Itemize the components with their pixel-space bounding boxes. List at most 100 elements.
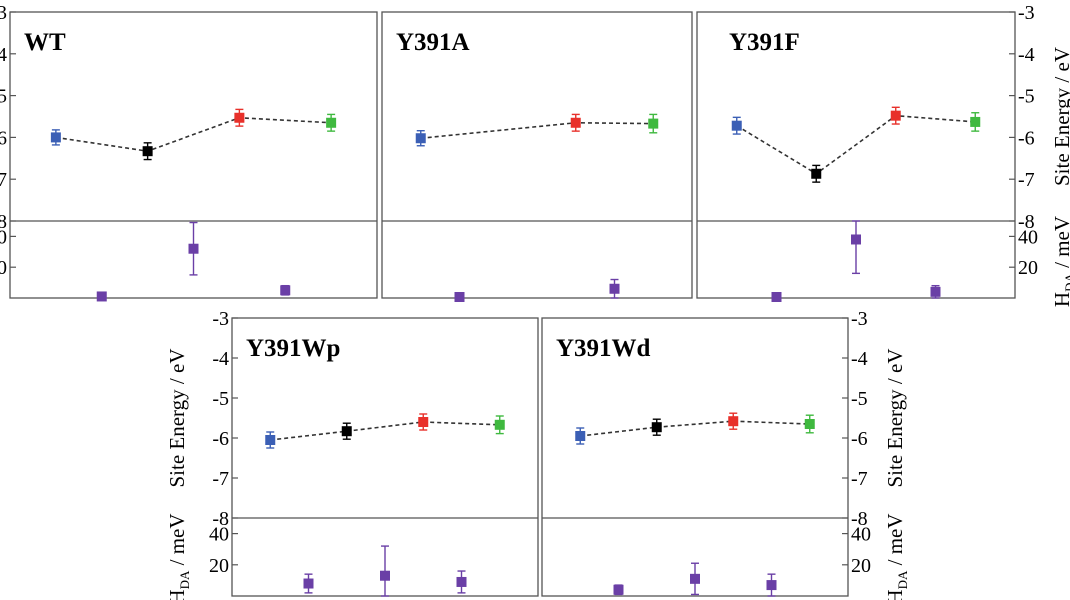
panel-frame	[696, 11, 1016, 299]
coupling-tick-label: 20	[209, 555, 229, 577]
panel-title: Y391F	[729, 29, 800, 56]
site-energy-tick-label: -8	[1018, 211, 1035, 233]
site-energy-tick-label: -3	[212, 308, 229, 330]
site-energy-tick-label: -7	[0, 169, 7, 191]
hda-axis-label-sub: DA	[1062, 272, 1070, 291]
site-energy-point	[651, 422, 662, 433]
hda-axis-label-unit: / meV	[883, 513, 907, 570]
site-energy-axis-label: Site Energy / eV	[1050, 47, 1070, 186]
site-energy-connector	[736, 114, 976, 175]
site-energy-point	[731, 120, 742, 131]
coupling-point	[930, 286, 941, 297]
site-energy-tick-label: -3	[0, 2, 7, 24]
coupling-point	[188, 243, 199, 254]
coupling-point	[454, 292, 465, 302]
coupling-tick-label: 40	[209, 524, 229, 546]
coupling-point	[96, 291, 107, 302]
coupling-tick-label: 20	[1018, 257, 1038, 279]
site-energy-point	[50, 132, 61, 143]
panel-y391f: Y391F -3 -4 -5 -6 -7 -8 20 40 Site Energy / eV HDA…	[696, 2, 1070, 307]
site-energy-point	[326, 117, 337, 128]
site-energy-point	[575, 431, 586, 441]
hda-axis-label: HDA / meV	[883, 513, 910, 600]
panel-y391a: Y391A	[381, 11, 693, 302]
coupling-point	[280, 285, 291, 296]
site-energy-point	[890, 110, 901, 121]
site-energy-point	[415, 133, 426, 144]
site-energy-tick-label: -6	[212, 428, 229, 450]
site-energy-point	[970, 116, 981, 127]
panel-title: Y391A	[396, 29, 470, 56]
site-energy-tick-label: -8	[851, 508, 868, 530]
site-energy-connector	[420, 121, 654, 140]
coupling-tick-label: 40	[1018, 226, 1038, 248]
site-energy-tick-label: -7	[851, 468, 868, 490]
coupling-point	[771, 292, 782, 302]
site-energy-connector	[580, 420, 810, 437]
hda-axis-label-unit: / meV	[165, 513, 189, 570]
coupling-point	[456, 576, 467, 587]
site-energy-tick-label: -8	[212, 508, 229, 530]
hda-axis-label: HDA / meV	[1050, 216, 1070, 307]
panel-title: WT	[24, 29, 66, 56]
coupling-tick-label: 20	[851, 555, 871, 577]
site-energy-point	[804, 419, 815, 429]
site-energy-tick-label: -5	[212, 388, 229, 410]
panel-title: Y391Wp	[246, 335, 340, 362]
panel-frame	[381, 11, 693, 299]
site-energy-tick-label: -3	[1018, 2, 1035, 24]
site-energy-tick-label: -6	[0, 127, 7, 149]
panel-frame	[9, 11, 378, 299]
hda-axis-label-sub: DA	[177, 570, 192, 589]
site-energy-point	[728, 416, 739, 427]
panel-frame	[541, 317, 849, 597]
coupling-tick-label: 40	[851, 524, 871, 546]
site-energy-tick-label: -4	[0, 44, 7, 66]
panel-y391wp: Y391Wp -3 -4 -5 -6 -7 -8 20 40 Site Energy / eV HD…	[165, 308, 539, 600]
site-energy-point	[494, 419, 505, 430]
site-energy-tick-label: -5	[1018, 86, 1035, 108]
site-energy-point	[234, 112, 245, 123]
site-energy-axis-label: Site Energy / eV	[165, 348, 189, 487]
coupling-tick-label: 20	[0, 257, 7, 279]
site-energy-point	[142, 146, 153, 157]
site-energy-point	[648, 118, 659, 129]
site-energy-point	[418, 417, 429, 427]
coupling-point	[380, 570, 390, 581]
site-energy-point	[570, 117, 581, 128]
site-energy-point	[265, 435, 276, 445]
site-energy-connector	[270, 421, 500, 441]
site-energy-tick-label: -3	[851, 308, 868, 330]
coupling-point	[613, 584, 624, 595]
coupling-point	[303, 578, 314, 589]
coupling-point	[851, 234, 861, 245]
hda-axis-label-main: H	[883, 589, 907, 600]
site-energy-tick-label: -6	[1018, 127, 1035, 149]
site-energy-connector	[55, 116, 332, 153]
panel-title: Y391Wd	[556, 335, 651, 362]
site-energy-point	[341, 426, 352, 437]
coupling-point	[609, 283, 620, 294]
site-energy-tick-label: -4	[212, 348, 229, 370]
site-energy-tick-label: -7	[1018, 169, 1035, 191]
site-energy-tick-label: -4	[1018, 44, 1035, 66]
coupling-tick-label: 40	[0, 226, 7, 248]
site-energy-tick-label: -7	[212, 468, 229, 490]
site-energy-point	[811, 168, 822, 179]
coupling-point	[690, 573, 700, 584]
site-energy-tick-label: -5	[851, 388, 868, 410]
site-energy-axis-label: Site Energy / eV	[883, 348, 907, 487]
site-energy-tick-label: -5	[0, 86, 7, 108]
hda-axis-label-unit: / meV	[1050, 216, 1070, 273]
coupling-point	[766, 580, 777, 591]
hda-axis-label-sub: DA	[895, 570, 910, 589]
site-energy-tick-label: -8	[0, 211, 7, 233]
hda-axis-label: HDA / meV	[165, 513, 192, 600]
site-energy-tick-label: -4	[851, 348, 868, 370]
panel-y391wd: Y391Wd -3 -4 -5 -6 -7 -8 20 40 Site Energy / eV HD…	[541, 308, 910, 600]
site-energy-tick-label: -6	[851, 428, 868, 450]
hda-axis-label-main: H	[1050, 292, 1070, 307]
hda-axis-label-main: H	[165, 589, 189, 600]
